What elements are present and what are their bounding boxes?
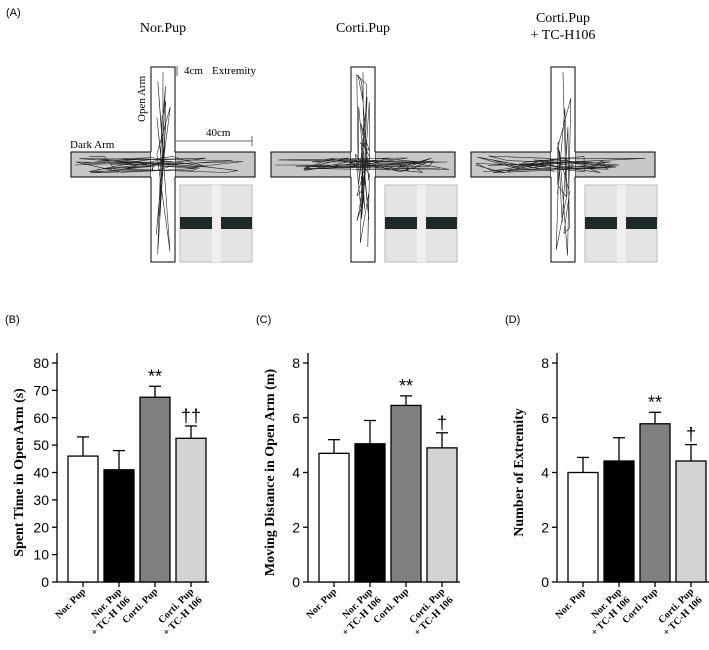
- y-axis-label: Spent Time in Open Arm (s): [12, 388, 27, 557]
- trajectory: [74, 156, 244, 174]
- y-axis-label: Number of Extremity: [512, 408, 527, 537]
- extremity-label: Extremity: [212, 65, 256, 77]
- trajectory: [274, 157, 450, 173]
- bar: [603, 460, 635, 583]
- x-tick-label: Corti. Pup+ TC-H 106: [404, 586, 456, 638]
- bar: [354, 443, 386, 583]
- group-title: Nor.Pup: [140, 21, 186, 36]
- y-tick-label: 2: [541, 519, 549, 535]
- panel-label: (A): [6, 7, 21, 19]
- x-tick-label: Corti. Pup+ TC-H 106: [653, 586, 705, 638]
- photo-arm: [212, 185, 221, 262]
- y-tick-label: 8: [541, 355, 549, 371]
- bar: [67, 455, 99, 583]
- panel-label: (C): [256, 314, 271, 326]
- y-tick-label: 4: [541, 465, 549, 481]
- bar: [318, 452, 350, 583]
- group-title: Corti.Pup: [336, 21, 390, 36]
- photo-arm: [617, 185, 626, 262]
- bar: [175, 437, 207, 583]
- y-tick-label: 6: [541, 410, 549, 426]
- x-tick-label: Nor. Pup: [553, 586, 588, 621]
- significance: †: [686, 425, 696, 445]
- significance: **: [648, 392, 662, 412]
- x-tick-label: Nor. Pup+ TC-H 106: [81, 586, 133, 638]
- x-tick-label: Nor. Pup: [304, 586, 339, 621]
- significance: ††: [181, 406, 201, 426]
- y-tick-label: 0: [41, 574, 49, 590]
- y-tick-label: 80: [33, 355, 49, 371]
- significance: **: [148, 366, 162, 386]
- y-axis-label: Moving Distance in Open Arm (m): [263, 369, 278, 577]
- bar: [675, 460, 707, 583]
- bar: [567, 471, 599, 583]
- y-tick-label: 20: [33, 519, 49, 535]
- y-tick-label: 10: [33, 547, 49, 563]
- y-tick-label: 8: [292, 355, 300, 371]
- significance: **: [399, 376, 413, 396]
- bar: [390, 404, 422, 583]
- y-tick-label: 60: [33, 410, 49, 426]
- significance: †: [437, 413, 447, 433]
- y-tick-label: 6: [292, 410, 300, 426]
- mazes: [70, 66, 658, 263]
- y-tick-label: 30: [33, 492, 49, 508]
- dark-arm-label: Dark Arm: [70, 139, 115, 151]
- panel-label: (D): [505, 314, 520, 326]
- bar: [139, 396, 171, 583]
- trajectory: [555, 71, 572, 256]
- open-arm-label: Open Arm: [136, 75, 148, 122]
- y-tick-label: 0: [541, 574, 549, 590]
- x-tick-label: Nor. Pup+ TC-H 106: [332, 586, 384, 638]
- bar: [639, 423, 671, 583]
- y-tick-label: 50: [33, 437, 49, 453]
- bar: [426, 447, 458, 583]
- x-tick-label: Corti. Pup+ TC-H 106: [153, 586, 205, 638]
- trajectory: [474, 155, 646, 174]
- panel-label: (B): [5, 314, 20, 326]
- x-tick-label: Nor. Pup+ TC-H 106: [581, 586, 633, 638]
- extremity-size: 4cm: [184, 65, 203, 77]
- trajectory: [355, 71, 371, 247]
- y-tick-label: 4: [292, 465, 300, 481]
- photo-arm: [417, 185, 426, 262]
- bar: [103, 469, 135, 583]
- x-tick-label: Nor. Pup: [53, 586, 88, 621]
- y-tick-label: 40: [33, 465, 49, 481]
- y-tick-label: 2: [292, 519, 300, 535]
- group-title: Corti.Pup + TC-H106: [531, 11, 596, 43]
- arm-length-label: 40cm: [206, 127, 231, 139]
- y-tick-label: 70: [33, 382, 49, 398]
- y-tick-label: 0: [292, 574, 300, 590]
